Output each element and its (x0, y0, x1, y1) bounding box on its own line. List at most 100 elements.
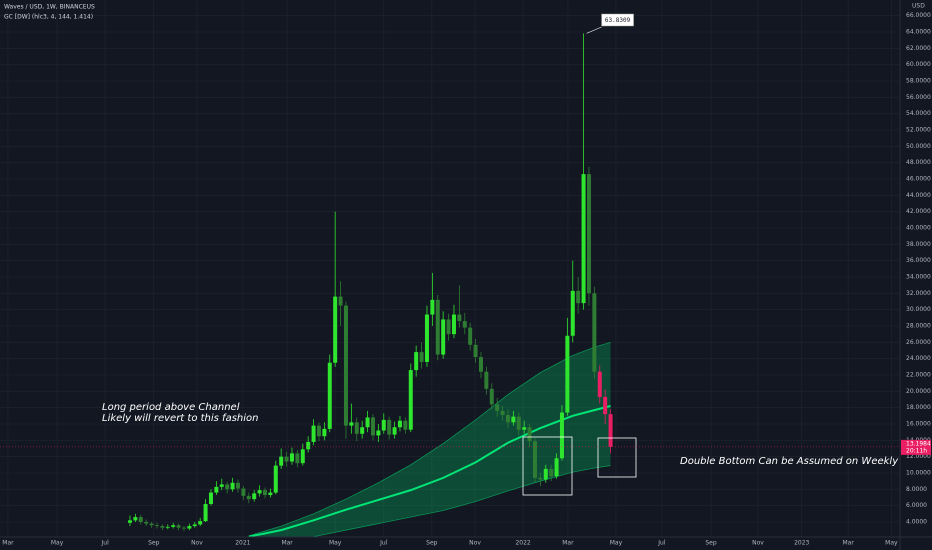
y-tick-label: 46.0000 (906, 176, 931, 183)
candle-body (311, 425, 316, 442)
candle-body (468, 327, 473, 345)
y-tick-label: 4.0000 (906, 518, 927, 525)
annotation: Double Bottom Can be Assumed on Weekly (680, 456, 899, 467)
x-tick-label: Sep (426, 540, 438, 547)
candle-body (316, 425, 321, 437)
candle-body (295, 453, 300, 464)
candle-body (473, 344, 478, 358)
y-tick-label: 66.0000 (906, 12, 931, 19)
callout-box (601, 13, 634, 27)
candle-body (365, 417, 370, 428)
candle-body (160, 526, 165, 528)
candle-body (165, 526, 170, 528)
candle-body (430, 299, 435, 315)
candle-body (262, 490, 267, 496)
candle-body (171, 525, 176, 527)
candle-body (451, 314, 456, 335)
candle-body (273, 465, 278, 493)
y-tick-label: 30.0000 (906, 306, 931, 313)
x-tick-label: Sep (148, 540, 160, 547)
axis-unit: USD (912, 3, 925, 10)
candle-body (208, 492, 213, 505)
candle-body (387, 419, 392, 435)
channel-fill (248, 342, 611, 537)
candle-body (489, 388, 494, 405)
y-tick-label: 38.0000 (906, 241, 931, 248)
y-tick-label: 56.0000 (906, 94, 931, 101)
candle-body (484, 371, 489, 389)
candle-body (446, 319, 451, 335)
x-tick-label: Jul (657, 540, 666, 547)
candle-body (559, 412, 564, 459)
candle-body (414, 352, 419, 371)
candle-body (532, 441, 537, 478)
annotation: Long period above Channel (102, 402, 240, 413)
candle-body (349, 422, 354, 426)
y-tick-label: 44.0000 (906, 192, 931, 199)
candle-body (279, 456, 284, 466)
candle-body (495, 404, 500, 411)
x-tick-label: Mar (2, 540, 14, 547)
candle-body (354, 422, 359, 434)
candle-body (235, 482, 240, 489)
candle-body (597, 371, 602, 398)
candle-body (570, 290, 575, 336)
candle-body (516, 416, 521, 430)
chart-title: Waves / USD, 1W, BINANCEUS (4, 4, 95, 11)
y-tick-label: 26.0000 (906, 339, 931, 346)
candle-body (203, 504, 208, 522)
candle-body (586, 174, 591, 294)
channel-upper (248, 341, 611, 537)
candle-body (419, 352, 424, 362)
plot-area (127, 33, 613, 537)
candle-body (241, 488, 246, 496)
candle-body (149, 523, 154, 526)
candle-body (176, 525, 181, 528)
candle-body (300, 449, 305, 464)
grid (0, 0, 900, 537)
y-tick-label: 32.0000 (906, 290, 931, 297)
channel-middle (248, 405, 611, 537)
candle-body (230, 482, 235, 490)
last-price-label: 13.1984 (906, 440, 931, 447)
candle-body (381, 419, 386, 431)
candle-body (322, 428, 327, 437)
annotation: Likely will revert to this fashion (102, 413, 258, 424)
candle-body (522, 427, 527, 430)
x-tick-label: Nov (752, 540, 764, 547)
candle-body (181, 527, 186, 529)
candle-body (252, 493, 257, 500)
y-tick-label: 12.0000 (906, 453, 931, 460)
x-tick-label: 2022 (515, 540, 530, 547)
candle-body (478, 357, 483, 372)
candle-body (127, 520, 132, 523)
last-price-box (901, 439, 931, 455)
candle-body (500, 410, 505, 415)
candle-body (225, 484, 230, 490)
x-tick-label: Jul (379, 540, 388, 547)
y-tick-label: 34.0000 (906, 273, 931, 280)
candle-body (284, 456, 289, 462)
candle-body (343, 305, 348, 426)
x-tick-label: Mar (842, 540, 854, 547)
candle-body (435, 299, 440, 355)
candle-body (457, 314, 462, 322)
candle-body (187, 526, 192, 529)
candle-body (608, 414, 613, 447)
candle-body (505, 414, 510, 423)
candle-body (154, 525, 159, 527)
candle-body (408, 370, 413, 430)
candle-body (397, 420, 402, 428)
y-tick-label: 24.0000 (906, 355, 931, 362)
candle-body (138, 517, 143, 522)
callout-label: 63.8309 (605, 17, 631, 24)
x-tick-label: 2023 (794, 540, 809, 547)
candle-body (538, 477, 543, 480)
candle-body (403, 420, 408, 430)
candle-body (133, 517, 138, 521)
y-tick-label: 40.0000 (906, 224, 931, 231)
y-tick-label: 22.0000 (906, 371, 931, 378)
x-tick-label: Mar (281, 540, 293, 547)
